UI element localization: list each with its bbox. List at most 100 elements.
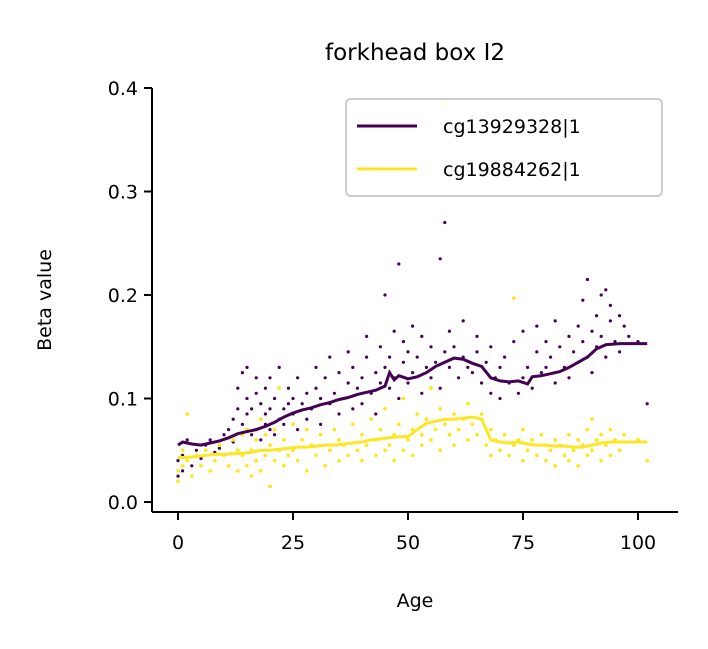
- data-point: [474, 349, 480, 355]
- data-point: [479, 412, 484, 416]
- data-point: [281, 438, 286, 442]
- data-point: [355, 448, 360, 453]
- legend-label-cg19884262: cg19884262|1: [443, 159, 581, 181]
- data-point: [497, 396, 503, 401]
- data-point: [580, 298, 585, 303]
- data-point: [401, 360, 406, 365]
- data-point: [304, 469, 309, 473]
- data-point: [291, 422, 295, 427]
- data-point: [594, 438, 599, 442]
- data-point: [566, 334, 572, 339]
- data-point: [465, 401, 470, 406]
- plot-area: [175, 101, 650, 489]
- data-point: [327, 354, 332, 360]
- data-point: [378, 380, 383, 386]
- data-point: [552, 380, 558, 386]
- data-point: [231, 417, 236, 422]
- data-point: [511, 296, 516, 300]
- data-point: [585, 427, 590, 432]
- data-point: [382, 365, 388, 370]
- data-point: [176, 479, 180, 484]
- data-point: [410, 453, 415, 458]
- data-point: [212, 458, 217, 463]
- data-point: [300, 401, 305, 406]
- data-point: [272, 458, 277, 463]
- data-point: [295, 427, 300, 432]
- x-axis-label: Age: [397, 590, 434, 612]
- data-point: [346, 380, 351, 386]
- data-point: [461, 318, 466, 324]
- data-point: [598, 334, 604, 339]
- y-tick-label: 0.1: [108, 389, 138, 411]
- data-point: [383, 448, 387, 453]
- data-point: [484, 360, 489, 365]
- data-point: [318, 432, 323, 437]
- data-point: [598, 292, 604, 298]
- data-point: [189, 474, 194, 478]
- data-point: [456, 427, 461, 432]
- data-point: [360, 432, 364, 437]
- data-point: [534, 323, 539, 329]
- data-point: [498, 448, 502, 453]
- data-point: [332, 391, 337, 396]
- data-point: [373, 370, 378, 375]
- y-tick-label: 0.4: [108, 78, 138, 100]
- data-point: [590, 448, 594, 453]
- data-point: [622, 432, 627, 437]
- data-point: [497, 365, 503, 370]
- data-point: [438, 256, 443, 261]
- data-point: [392, 432, 397, 437]
- data-point: [406, 438, 410, 442]
- data-point: [235, 406, 241, 412]
- data-point: [337, 458, 341, 463]
- data-point: [387, 386, 392, 391]
- data-point: [617, 448, 622, 453]
- data-point: [644, 401, 650, 406]
- data-point: [327, 448, 332, 453]
- data-point: [268, 484, 272, 489]
- data-point: [447, 365, 452, 370]
- data-point: [617, 313, 622, 318]
- data-point: [185, 458, 190, 463]
- data-point: [603, 354, 608, 360]
- data-point: [525, 448, 530, 453]
- data-point: [608, 303, 613, 308]
- x-tick-label: 25: [281, 532, 305, 554]
- data-point: [405, 380, 411, 386]
- data-point: [419, 391, 424, 396]
- data-point: [410, 427, 415, 432]
- data-point: [442, 422, 447, 427]
- data-point: [502, 432, 507, 437]
- data-point: [520, 375, 526, 380]
- data-point: [456, 375, 461, 380]
- data-point: [589, 370, 595, 375]
- data-point: [245, 463, 249, 468]
- data-point: [396, 396, 401, 401]
- data-point: [249, 406, 254, 412]
- data-point: [396, 261, 401, 267]
- y-tick-label: 0.3: [108, 182, 138, 204]
- data-point: [203, 448, 208, 453]
- data-point: [585, 453, 590, 458]
- data-point: [277, 386, 282, 391]
- y-tick-label: 0.0: [108, 492, 138, 514]
- data-point: [626, 334, 631, 339]
- data-point: [226, 463, 231, 468]
- data-point: [221, 432, 227, 437]
- data-point: [263, 411, 268, 417]
- data-point: [277, 365, 282, 370]
- data-point: [199, 463, 203, 468]
- data-point: [603, 443, 608, 447]
- data-point: [244, 396, 250, 401]
- data-point: [359, 401, 365, 406]
- data-point: [286, 386, 291, 391]
- data-point: [304, 417, 309, 422]
- data-point: [401, 339, 406, 344]
- data-point: [438, 407, 443, 411]
- data-point: [424, 365, 429, 370]
- data-point: [258, 401, 263, 406]
- data-point: [208, 469, 213, 473]
- data-point: [272, 427, 277, 432]
- data-point: [180, 448, 185, 453]
- data-point: [194, 448, 199, 453]
